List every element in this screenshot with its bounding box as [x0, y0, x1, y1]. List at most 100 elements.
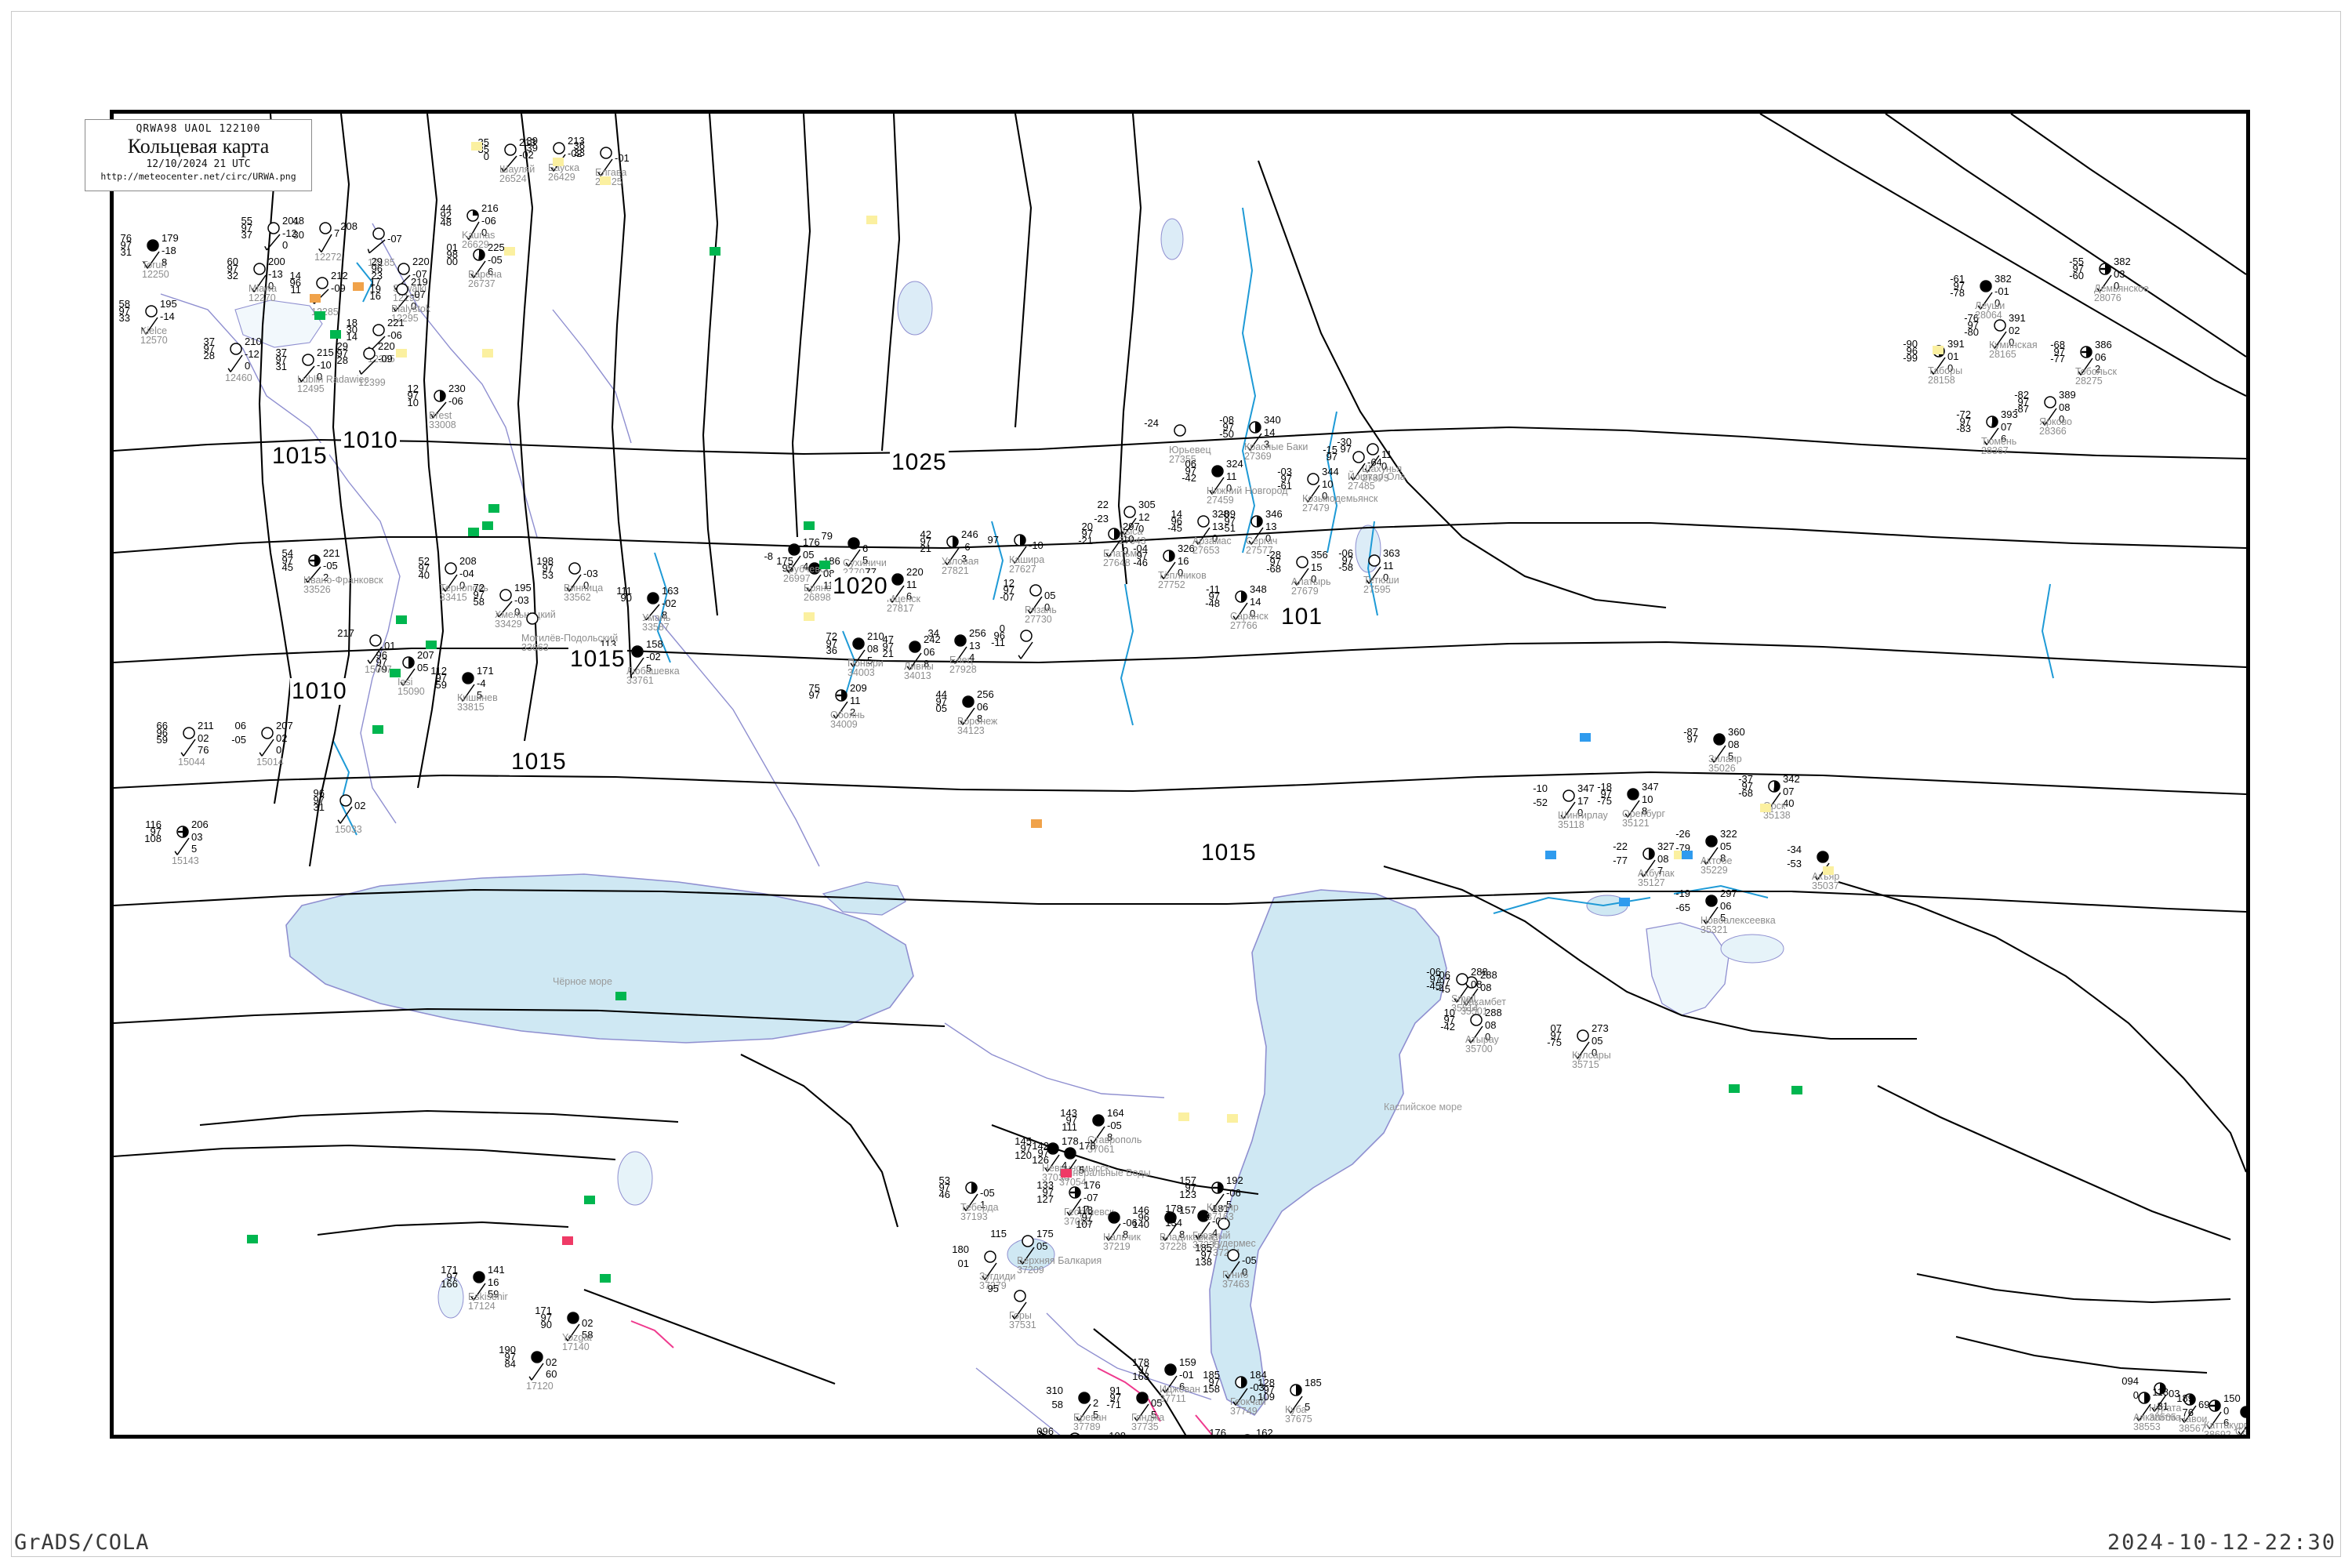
station-name-label: Нальчик — [1103, 1232, 1141, 1243]
station-wmo-label: 34123 — [957, 725, 985, 736]
pressure-change-value: 0 — [1178, 567, 1184, 579]
cloud-cover-icon — [1195, 1210, 1210, 1240]
dewpoint-value: 40 — [418, 569, 430, 581]
temperature-value: -87 — [1683, 726, 1698, 738]
humidity-value: 96 — [371, 263, 383, 274]
pressure-tendency-value: 10 — [1642, 793, 1653, 805]
dewpoint-value: -50 — [1219, 428, 1234, 440]
station-name-label: Невинномысск — [1042, 1163, 1109, 1174]
pressure-tendency-value: 11 — [850, 695, 861, 706]
humidity-value: 97 — [1138, 1363, 1149, 1375]
temperature-value: -19 — [1675, 887, 1690, 899]
temperature-value: 185 — [1195, 1242, 1212, 1254]
temperature-value: 60 — [227, 256, 238, 267]
station-wmo-label: 35118 — [1558, 819, 1584, 830]
humidity-value: 97 — [313, 794, 325, 806]
station-wmo-label: 28158 — [1928, 375, 1955, 386]
pressure-change-value: 0 — [583, 579, 590, 591]
pressure-value: 393 — [2001, 408, 2018, 420]
dewpoint-value: 140 — [1132, 1218, 1149, 1230]
cloud-cover-icon — [1066, 1186, 1082, 1216]
pressure-value: 273 — [1592, 1022, 1609, 1034]
pressure-change-value: 5 — [1720, 912, 1726, 924]
cloud-cover-icon — [1019, 1235, 1035, 1265]
pressure-tendency-value: -01 — [615, 152, 630, 164]
pressure-tendency-value: 07 — [1783, 786, 1795, 797]
cloud-cover-icon — [1364, 443, 1380, 473]
cloud-cover-icon — [1134, 1392, 1149, 1421]
humidity-value: 97 — [1222, 421, 1234, 433]
pressure-change-value: 59 — [488, 1288, 499, 1300]
cloud-cover-icon — [1984, 416, 1999, 445]
cloud-cover-icon — [1232, 590, 1248, 620]
dewpoint-value: 79 — [376, 663, 387, 675]
cloud-cover-icon — [1703, 895, 1719, 924]
humidity-value: 33 — [573, 147, 585, 158]
weather-flag-marker — [1682, 851, 1693, 859]
dewpoint-value: 48 — [440, 216, 452, 228]
pressure-change-value: 0 — [1212, 532, 1218, 544]
temperature-value: -30 — [1337, 436, 1352, 448]
cloud-cover-icon — [1574, 1029, 1590, 1059]
pressure-tendency-value: 05 — [1044, 590, 1056, 601]
temperature-value: 72 — [826, 630, 837, 642]
isobar-label: 1015 — [568, 646, 627, 673]
pressure-change-value: 6 — [1179, 1381, 1185, 1392]
pressure-tendency-value: -06 — [481, 215, 496, 227]
cloud-cover-icon — [318, 222, 332, 252]
dewpoint-value: -75 — [1597, 795, 1612, 807]
pressure-tendency-value: -05 — [323, 560, 338, 572]
pressure-tendency-value: 05 — [1592, 1035, 1603, 1047]
pressure-value: 162 — [1256, 1427, 1273, 1435]
pressure-tendency-value: 7 — [334, 227, 340, 239]
pressure-change-value: 5 — [1728, 750, 1734, 762]
humidity-value: 97 — [920, 535, 931, 547]
pressure-change-value: 8 — [1642, 805, 1648, 817]
cloud-cover-icon — [1294, 556, 1309, 586]
pressure-value: 221 — [323, 547, 340, 559]
cloud-cover-icon — [496, 589, 513, 618]
station-name-label: Обоянь — [830, 710, 866, 720]
cloud-cover-icon — [1011, 1290, 1027, 1319]
cloud-cover-icon — [1991, 319, 2007, 349]
pressure-change-value: 2 — [323, 572, 329, 583]
station-wmo-label: 15033 — [335, 824, 362, 835]
cloud-cover-icon — [2181, 1393, 2197, 1423]
humidity-value: 97 — [1003, 584, 1014, 596]
station-name-label: Аякагитма — [2133, 1412, 2181, 1423]
pressure-value: 208 — [459, 555, 477, 567]
pressure-change-value: 0 — [317, 371, 323, 383]
pressure-value: 209 — [850, 682, 867, 694]
station-wmo-label: 28367 — [1981, 445, 2009, 456]
pressure-tendency-value: -13 — [268, 268, 283, 280]
humidity-value: 97 — [1741, 780, 1753, 792]
dewpoint-value: 46 — [938, 1189, 950, 1200]
pressure-value: 288 — [1480, 969, 1497, 981]
pressure-tendency-value: -07 — [1083, 1192, 1098, 1203]
pressure-tendency-value: -03 — [583, 568, 598, 579]
station-name-label: Горы — [1009, 1310, 1032, 1321]
humidity-value: 98 — [446, 249, 458, 260]
station-name-label: Оренбург — [1622, 808, 1666, 819]
station-name-label: Арзамас — [1192, 535, 1232, 546]
cloud-cover-icon — [1011, 534, 1027, 564]
station-wmo-label: 12272 — [314, 252, 342, 263]
humidity-value: 97 — [1967, 319, 1979, 331]
pressure-tendency-value: 05 — [1036, 1240, 1048, 1252]
dewpoint-value: 30 — [292, 229, 304, 241]
pressure-change-value: 5 — [646, 662, 652, 674]
dewpoint-value: 31 — [313, 801, 325, 813]
dewpoint-value: -77 — [1613, 855, 1628, 866]
dewpoint-value: -78 — [1950, 287, 1965, 299]
cloud-cover-icon — [1624, 788, 1640, 818]
station-name-label: Минеральные Воды — [1059, 1167, 1151, 1178]
station-wmo-label: 27459 — [1207, 495, 1234, 506]
dewpoint-value: 00 — [446, 256, 458, 267]
station-wmo-label: 37531 — [1009, 1319, 1036, 1330]
station-name-label: Навои — [2179, 1414, 2208, 1425]
pressure-change-value: 0 — [282, 239, 289, 251]
pressure-value: 176 — [1083, 1179, 1101, 1191]
cloud-cover-icon — [264, 222, 281, 251]
station-name-label: Ереван — [1073, 1412, 1107, 1423]
humidity-value: 39 — [526, 142, 538, 154]
